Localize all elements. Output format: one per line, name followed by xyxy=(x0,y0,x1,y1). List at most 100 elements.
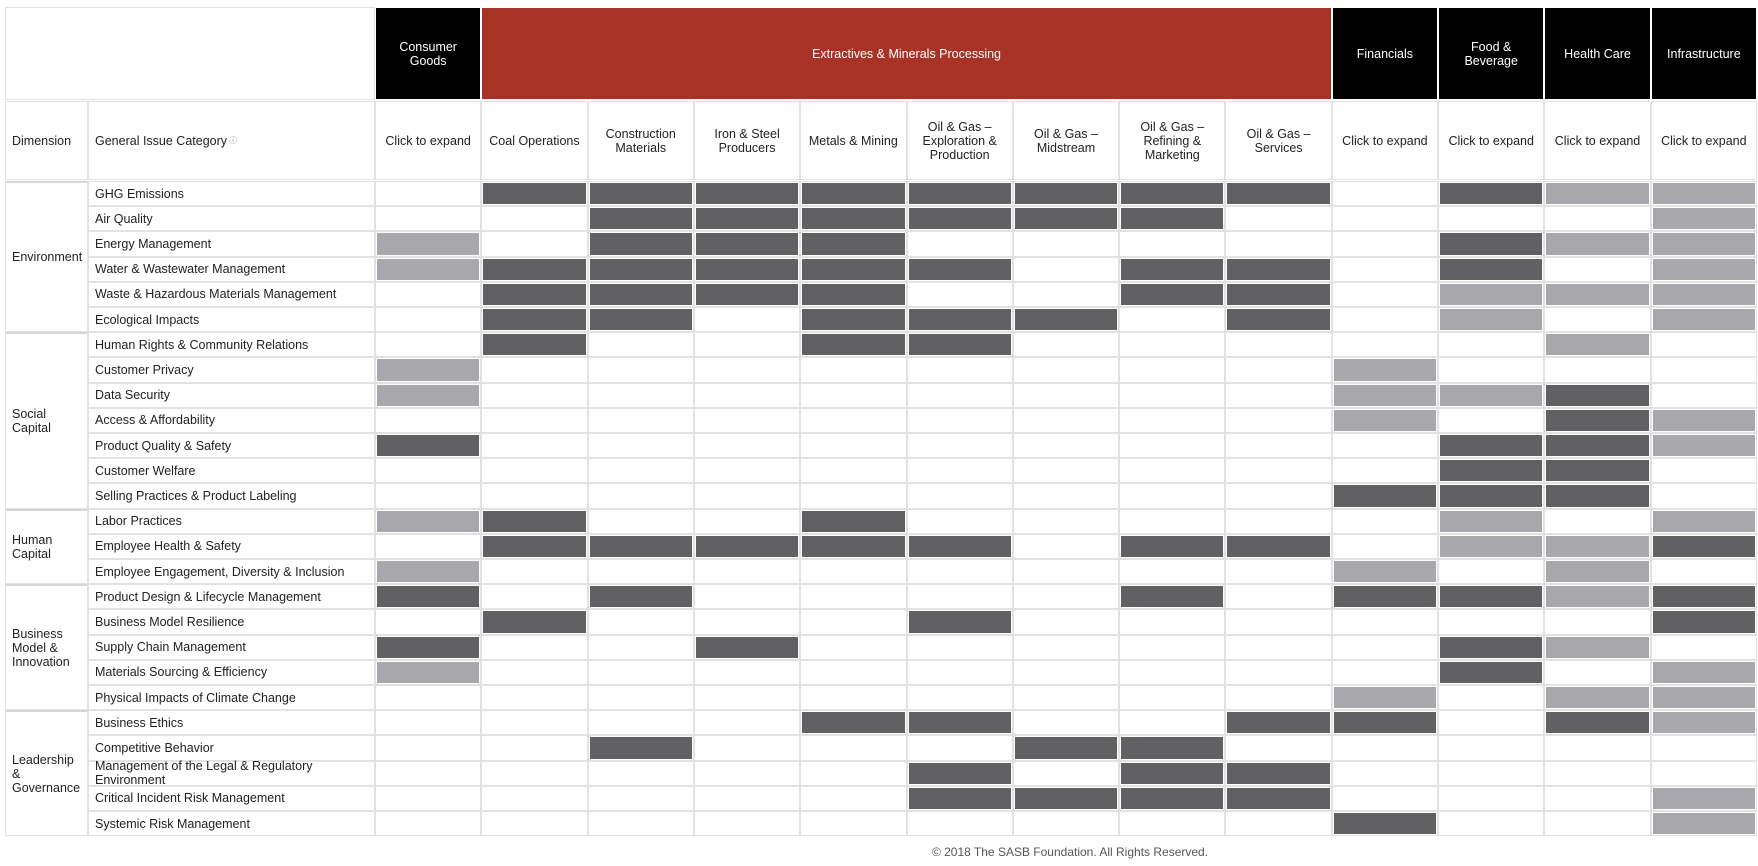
industry-header[interactable]: Click to expand xyxy=(375,101,482,180)
materiality-cell xyxy=(589,687,692,709)
materiality-cell xyxy=(695,561,799,583)
materiality-cell xyxy=(802,309,905,331)
materiality-cell xyxy=(377,309,480,331)
matrix-cell xyxy=(693,281,801,307)
sector-header[interactable]: Infrastructure xyxy=(1650,7,1757,100)
matrix-cell xyxy=(1119,483,1226,509)
industry-header[interactable]: Click to expand xyxy=(1438,101,1545,180)
matrix-cell xyxy=(481,433,588,459)
matrix-cell xyxy=(587,256,694,282)
materiality-cell xyxy=(1546,334,1649,356)
materiality-cell xyxy=(1014,787,1118,809)
materiality-cell xyxy=(483,787,586,809)
matrix-cell xyxy=(693,357,801,383)
info-icon[interactable]: ⓘ xyxy=(229,136,238,145)
materiality-cell xyxy=(483,183,586,205)
matrix-cell xyxy=(1331,181,1439,207)
materiality-cell xyxy=(1652,762,1755,784)
matrix-cell xyxy=(1544,710,1651,736)
matrix-cell xyxy=(481,659,588,685)
matrix-cell xyxy=(800,559,907,585)
sector-header[interactable]: Health Care xyxy=(1544,7,1651,100)
materiality-cell xyxy=(589,283,692,305)
materiality-cell xyxy=(1652,687,1755,709)
matrix-cell xyxy=(1544,307,1651,333)
matrix-cell xyxy=(1012,483,1120,509)
materiality-cell xyxy=(1333,309,1437,331)
materiality-cell xyxy=(483,208,586,230)
materiality-cell xyxy=(1440,510,1543,532)
matrix-cell xyxy=(587,710,694,736)
issue-label: Energy Management xyxy=(88,231,375,257)
matrix-cell xyxy=(693,735,801,761)
materiality-cell xyxy=(1014,384,1118,406)
matrix-cell xyxy=(481,710,588,736)
matrix-cell xyxy=(1119,559,1226,585)
industry-header[interactable]: Click to expand xyxy=(1544,101,1651,180)
materiality-cell xyxy=(1440,485,1543,507)
matrix-cell xyxy=(1650,584,1757,610)
materiality-cell xyxy=(1333,636,1437,658)
materiality-cell xyxy=(802,283,905,305)
matrix-cell xyxy=(1119,206,1226,232)
matrix-cell xyxy=(587,533,694,559)
materiality-cell xyxy=(802,586,905,608)
matrix-cell xyxy=(587,458,694,484)
materiality-cell xyxy=(1546,435,1649,457)
materiality-cell xyxy=(1546,309,1649,331)
matrix-cell xyxy=(1225,760,1332,786)
matrix-cell xyxy=(800,483,907,509)
materiality-cell xyxy=(377,183,480,205)
sector-header[interactable]: Extractives & Minerals Processing xyxy=(481,7,1332,100)
matrix-cell xyxy=(1012,760,1120,786)
materiality-cell xyxy=(483,611,586,633)
materiality-cell xyxy=(1333,611,1437,633)
matrix-cell xyxy=(1438,785,1545,811)
industry-header[interactable]: Click to expand xyxy=(1650,101,1757,180)
matrix-cell xyxy=(800,659,907,685)
sector-header[interactable]: Food & Beverage xyxy=(1438,7,1545,100)
matrix-cell xyxy=(800,433,907,459)
matrix-cell xyxy=(1331,685,1439,711)
materiality-cell xyxy=(1121,460,1224,482)
materiality-cell xyxy=(695,535,799,557)
matrix-cell xyxy=(375,256,482,282)
sector-header[interactable]: Financials xyxy=(1331,7,1439,100)
materiality-cell xyxy=(589,384,692,406)
materiality-cell xyxy=(1121,359,1224,381)
matrix-cell xyxy=(481,609,588,635)
materiality-cell xyxy=(1546,409,1649,431)
issue-label: Selling Practices & Product Labeling xyxy=(88,483,375,509)
materiality-cell xyxy=(908,183,1011,205)
matrix-cell xyxy=(587,357,694,383)
matrix-cell xyxy=(1119,231,1226,257)
matrix-cell xyxy=(1650,659,1757,685)
materiality-cell xyxy=(1546,712,1649,734)
matrix-cell xyxy=(1650,710,1757,736)
issue-label: Competitive Behavior xyxy=(88,735,375,761)
materiality-cell xyxy=(695,611,799,633)
industry-header[interactable]: Click to expand xyxy=(1331,101,1439,180)
materiality-cell xyxy=(377,208,480,230)
matrix-cell xyxy=(800,710,907,736)
matrix-cell xyxy=(481,382,588,408)
materiality-cell xyxy=(1121,384,1224,406)
matrix-cell xyxy=(800,634,907,660)
matrix-cell xyxy=(1012,382,1120,408)
matrix-cell xyxy=(1650,609,1757,635)
matrix-cell xyxy=(1119,634,1226,660)
matrix-cell xyxy=(375,307,482,333)
materiality-cell xyxy=(1014,813,1118,835)
matrix-cell xyxy=(1544,357,1651,383)
matrix-cell xyxy=(481,206,588,232)
materiality-cell xyxy=(483,762,586,784)
sector-header[interactable]: Consumer Goods xyxy=(375,7,482,100)
materiality-cell xyxy=(1121,535,1224,557)
materiality-cell xyxy=(802,561,905,583)
materiality-cell xyxy=(377,258,480,280)
matrix-cell xyxy=(693,811,801,837)
materiality-cell xyxy=(1652,359,1755,381)
materiality-cell xyxy=(908,409,1011,431)
matrix-cell xyxy=(1544,685,1651,711)
materiality-cell xyxy=(908,535,1011,557)
